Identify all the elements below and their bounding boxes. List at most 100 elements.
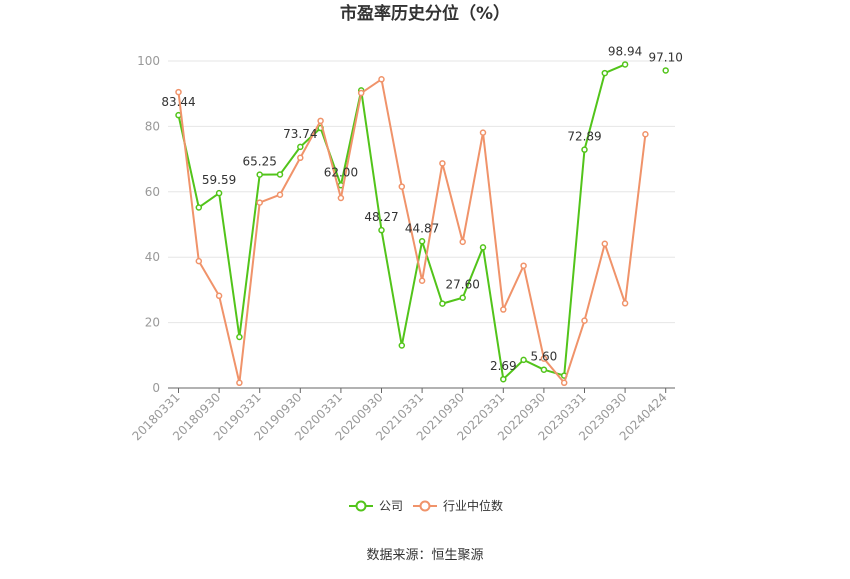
series-line-segment: [503, 266, 523, 310]
data-label: 2.69: [490, 359, 517, 373]
series-line-segment: [199, 261, 219, 296]
series-line-segment: [239, 175, 259, 337]
data-label: 59.59: [202, 173, 236, 187]
series-line-segment: [260, 195, 280, 203]
data-point: [501, 377, 506, 382]
data-label: 72.89: [567, 130, 601, 144]
y-tick-label: 60: [145, 185, 160, 199]
series-line-segment: [585, 244, 605, 321]
data-point: [237, 334, 242, 339]
data-point: [663, 68, 668, 73]
series-line-segment: [321, 121, 341, 198]
series-line-segment: [382, 79, 402, 186]
series-line-segment: [422, 241, 442, 303]
data-point: [521, 263, 526, 268]
data-point: [541, 367, 546, 372]
data-point: [298, 144, 303, 149]
data-point: [602, 241, 607, 246]
data-point: [602, 71, 607, 76]
data-point: [318, 118, 323, 123]
axes: 0204060801002018033120180930201903312019…: [130, 54, 675, 443]
data-point: [257, 172, 262, 177]
legend-marker-icon: [421, 502, 430, 511]
data-point: [440, 161, 445, 166]
data-point: [399, 184, 404, 189]
data-label: 98.94: [608, 44, 642, 58]
legend[interactable]: 公司 行业中位数: [349, 498, 503, 513]
data-point: [217, 293, 222, 298]
data-point: [298, 155, 303, 160]
series-line-segment: [625, 134, 645, 303]
data-point: [562, 380, 567, 385]
data-point: [440, 301, 445, 306]
series-line-segment: [239, 203, 259, 383]
y-tick-label: 80: [145, 119, 160, 133]
data-point: [420, 278, 425, 283]
legend-marker-icon: [357, 502, 366, 511]
data-point: [582, 147, 587, 152]
legend-item-company[interactable]: 公司: [349, 499, 403, 513]
data-point: [278, 192, 283, 197]
data-point: [582, 318, 587, 323]
data-point: [237, 380, 242, 385]
data-point: [481, 245, 486, 250]
data-point: [521, 357, 526, 362]
data-point: [217, 191, 222, 196]
data-label: 44.87: [405, 221, 439, 235]
legend-label: 行业中位数: [443, 498, 503, 513]
series-line-segment: [382, 230, 402, 345]
data-label: 83.44: [161, 95, 195, 109]
y-tick-label: 20: [145, 316, 160, 330]
series-line-segment: [361, 79, 381, 93]
data-label: 48.27: [364, 210, 398, 224]
y-tick-label: 40: [145, 250, 160, 264]
series-line-segment: [483, 133, 503, 310]
series-line-segment: [280, 158, 300, 195]
data-label: 62.00: [324, 165, 358, 179]
data-label: 73.74: [283, 127, 317, 141]
data-label: 97.10: [649, 50, 683, 64]
series-line-segment: [524, 266, 544, 359]
data-point: [501, 307, 506, 312]
series-line-segment: [341, 93, 361, 198]
data-point: [278, 172, 283, 177]
data-point: [460, 239, 465, 244]
source-note: 数据来源：恒生聚源: [366, 548, 483, 563]
series-line-segment: [442, 163, 462, 241]
data-label: 5.60: [531, 350, 558, 364]
legend-item-industry-median[interactable]: 行业中位数: [413, 498, 503, 513]
data-point: [196, 259, 201, 264]
data-label: 27.60: [446, 278, 480, 292]
data-point: [359, 91, 364, 96]
data-point: [257, 200, 262, 205]
data-point: [623, 301, 628, 306]
series-line-segment: [463, 133, 483, 242]
series-line-segment: [605, 64, 625, 73]
series-line-segment: [179, 115, 199, 207]
data-label: 65.25: [243, 155, 277, 169]
data-point: [420, 239, 425, 244]
data-point: [460, 295, 465, 300]
series-line-segment: [564, 150, 584, 376]
data-point: [379, 77, 384, 82]
data-point: [643, 132, 648, 137]
series-line-segment: [605, 244, 625, 304]
data-labels: 83.44 59.59 65.25 73.74 62.00 48.27 44.87 27.60…: [161, 44, 683, 373]
legend-label: 公司: [379, 499, 403, 513]
data-point: [399, 343, 404, 348]
data-point: [176, 90, 181, 95]
series-line-segment: [179, 92, 199, 261]
series-line-segment: [280, 147, 300, 175]
data-point: [623, 62, 628, 67]
data-point: [379, 228, 384, 233]
y-tick-label: 100: [137, 54, 160, 68]
series-line-segment: [199, 193, 219, 207]
data-point: [481, 130, 486, 135]
data-point: [196, 205, 201, 210]
data-point: [338, 196, 343, 201]
chart-title: 市盈率历史分位（%）: [340, 3, 510, 24]
y-tick-label: 0: [152, 381, 160, 395]
series-line-segment: [219, 193, 239, 337]
